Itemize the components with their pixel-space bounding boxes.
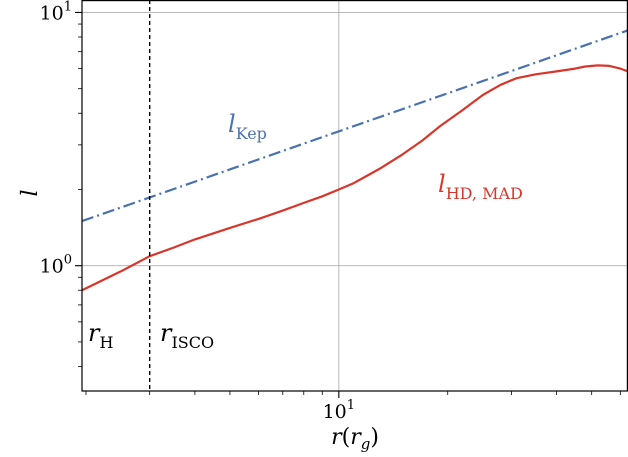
series-line-kep (81, 29, 628, 223)
y-axis-title: l (18, 189, 43, 196)
grid (82, 0, 628, 391)
annotation-l-hd-mad: lHD, MAD (438, 170, 523, 203)
plot-frame (81, 0, 628, 392)
series-line-hd-mad (81, 64, 628, 292)
y-tick-label-1: 101 (40, 0, 72, 24)
x-tick-label-0: 101 (323, 398, 355, 423)
y-tick-label-0: 100 (40, 253, 72, 278)
annotation-r-isco: rISCO (160, 319, 214, 352)
series-layer (81, 29, 628, 292)
tick-layer (75, 11, 621, 398)
x-axis-title: r(rg) (331, 425, 379, 453)
annotation-l-kep: lKep (228, 110, 267, 143)
annotation-r-h: rH (88, 319, 113, 352)
